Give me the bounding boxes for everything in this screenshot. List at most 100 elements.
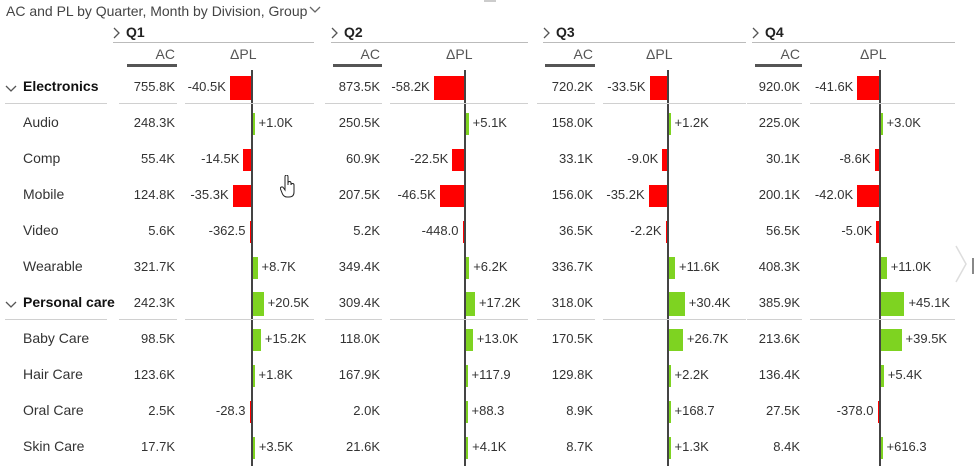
dpl-value: -8.6K [839,151,871,166]
drag-handle[interactable] [484,0,496,2]
col-header-dpl[interactable]: ΔPL [646,46,673,62]
dpl-bar [466,257,470,279]
dpl-bar [253,329,261,351]
ac-value: 55.4K [141,151,175,166]
dpl-value: +168.7 [674,403,715,418]
group-separator [603,103,746,104]
ac-value: 2.0K [353,403,380,418]
dpl-bar [439,185,464,207]
ac-value: 136.4K [758,367,800,382]
dpl-axis [879,70,881,466]
dpl-value: +2.2K [674,367,709,382]
quarter-header-line [543,42,746,43]
group-separator [5,319,107,320]
ac-value: 27.5K [766,403,800,418]
col-header-ac[interactable]: AC [780,46,800,62]
dpl-value: +1.2K [674,115,709,130]
dpl-value: -2.2K [630,223,662,238]
chevron-down-icon[interactable] [5,85,17,93]
dpl-bar [669,329,683,351]
col-header-ac[interactable]: AC [573,46,593,62]
ac-value: 336.7K [551,259,593,274]
dpl-bar [466,292,475,316]
dpl-value: -5.0K [841,223,873,238]
dpl-value: +30.4K [688,295,731,310]
col-header-dpl[interactable]: ΔPL [860,46,887,62]
dpl-bar [232,185,251,207]
col-header-ac[interactable]: AC [360,46,380,62]
ac-value: 755.8K [133,79,175,94]
quarter-header-q3[interactable]: Q3 [556,24,575,40]
dpl-value: -378.0 [836,403,874,418]
group-separator [747,103,802,104]
ac-value: 5.6K [148,223,175,238]
quarter-header-line [113,42,314,43]
dpl-bar [253,437,255,459]
ac-column-marker [545,64,595,67]
dpl-value: -9.0K [627,151,659,166]
dpl-bar [249,221,251,243]
dpl-value: +17.2K [478,295,521,310]
group-separator [810,103,955,104]
dpl-value: +117.9 [471,367,511,382]
group-separator [390,103,528,104]
chevron-right-icon[interactable] [113,27,121,39]
dpl-value: -22.5K [409,151,449,166]
dpl-value: +3.0K [886,115,921,130]
row-label-personal-care[interactable]: Personal care [23,294,115,310]
ac-value: 8.7K [566,439,593,454]
dpl-bar [876,221,879,243]
dpl-value: -40.5K [187,79,226,94]
dpl-bar [452,149,464,171]
ac-value: 309.4K [338,295,380,310]
group-separator [537,319,595,320]
ac-value: 56.5K [766,223,800,238]
quarter-header-q4[interactable]: Q4 [765,24,784,40]
dpl-bar [253,113,255,135]
ac-value: 36.5K [559,223,593,238]
dpl-bar [881,257,887,279]
dpl-value: +15.2K [264,331,307,346]
ac-value: 60.9K [346,151,380,166]
group-separator [537,103,595,104]
ac-value: 30.1K [766,151,800,166]
ac-value: 349.4K [338,259,380,274]
row-label-electronics[interactable]: Electronics [23,78,99,94]
group-separator [185,103,314,104]
chevron-down-icon[interactable] [5,301,17,309]
dpl-value: -46.5K [397,187,436,202]
dpl-bar [669,257,676,279]
chevron-right-icon[interactable] [954,244,968,284]
ac-value: 158.0K [551,115,593,130]
row-label-baby-care: Baby Care [23,330,90,346]
dpl-value: +5.1K [472,115,507,130]
dpl-bar [857,185,879,207]
dpl-bar [466,401,468,423]
dpl-bar [881,113,883,135]
group-separator [119,319,177,320]
ac-value: 225.0K [758,115,800,130]
ac-value: 385.9K [758,295,800,310]
quarter-header-q2[interactable]: Q2 [344,24,363,40]
ac-value: 250.5K [338,115,380,130]
chevron-right-icon[interactable] [543,27,551,39]
dpl-value: -35.3K [190,187,229,202]
col-header-ac[interactable]: AC [155,46,175,62]
quarter-header-q1[interactable]: Q1 [126,24,145,40]
ac-value: 242.3K [133,295,175,310]
chevron-down-icon[interactable] [309,6,321,14]
dpl-value: -14.5K [201,151,240,166]
ac-value: 129.8K [551,367,593,382]
col-header-dpl[interactable]: ΔPL [230,46,257,62]
row-label-wearable: Wearable [23,258,83,274]
chevron-right-icon[interactable] [331,27,339,39]
dpl-bar [649,76,667,100]
dpl-value: +3.5K [258,439,294,454]
chevron-right-icon[interactable] [752,27,760,39]
scrollbar[interactable] [972,258,974,274]
col-header-dpl[interactable]: ΔPL [446,46,473,62]
group-separator [185,319,314,320]
dpl-value: -448.0 [421,223,459,238]
ac-column-marker [333,64,382,67]
ac-value: 200.1K [758,187,800,202]
